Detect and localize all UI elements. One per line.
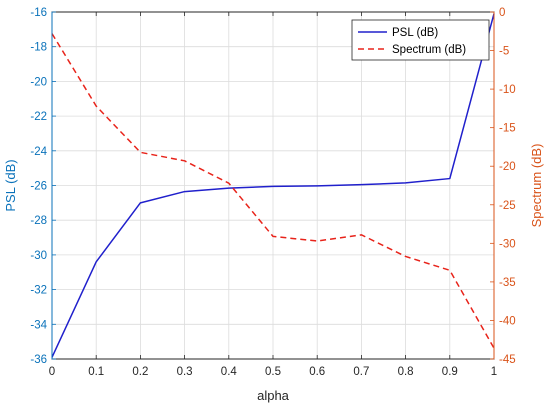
y-left-tick-label: -20 (30, 76, 47, 88)
y-axis-left-label: PSL (dB) (3, 159, 18, 211)
y-right-tick-label: -5 (499, 46, 509, 58)
y-right-tick-label: -30 (499, 238, 516, 250)
y-left-tick-label: -34 (30, 319, 47, 331)
series-line-spectrum (51, 33, 495, 349)
y-right-tick-label: 0 (499, 7, 505, 19)
legend-entry-spectrum: Spectrum (dB) (392, 44, 466, 56)
x-tick-label: 0.9 (442, 366, 458, 378)
y-left-tick-label: -24 (30, 146, 47, 158)
y-right-tick-label: -35 (499, 277, 516, 289)
y-right-tick-label: -25 (499, 200, 516, 212)
y-axis-right-label: Spectrum (dB) (529, 144, 544, 228)
y-right-tick-label: -20 (499, 161, 516, 173)
y-right-tick-label: -45 (499, 354, 516, 366)
grid (52, 12, 494, 359)
legend-box (351, 19, 490, 61)
y-left-tick-label: -16 (30, 7, 47, 19)
y-left-tick-label: -22 (30, 111, 47, 123)
y-left-tick-label: -26 (30, 181, 47, 193)
y-left-tick-label: -30 (30, 250, 47, 262)
x-tick-label: 0.3 (177, 366, 193, 378)
y-left-tick-label: -32 (30, 285, 47, 297)
y-left-tick-label: -36 (30, 354, 47, 366)
x-tick-label: 0.8 (398, 366, 414, 378)
y-right-tick-label: -15 (499, 123, 516, 135)
x-tick-label: 0 (49, 366, 55, 378)
series-layer (51, 13, 495, 358)
y-right-tick-label: -10 (499, 84, 516, 96)
x-tick-label: 0.2 (132, 366, 148, 378)
y-left-tick-label: -28 (30, 215, 47, 227)
legend: PSL (dB) Spectrum (dB) (351, 19, 490, 61)
y-right-tick-label: -40 (499, 315, 516, 327)
legend-entry-psl: PSL (dB) (392, 27, 438, 39)
axes: 0 0.1 0.2 0.3 0.4 0.5 0.6 0.7 0.8 0.9 1 -36 -34 -32 -3… (30, 7, 515, 378)
x-tick-label: 0.4 (221, 366, 238, 378)
x-tick-label: 0.7 (353, 366, 369, 378)
series-line-psl (51, 13, 495, 358)
x-tick-label: 1 (491, 366, 497, 378)
x-axis-label: alpha (257, 388, 290, 403)
y-left-tick-label: -18 (30, 42, 47, 54)
x-tick-label: 0.1 (88, 366, 104, 378)
x-tick-label: 0.6 (309, 366, 325, 378)
x-tick-label: 0.5 (265, 366, 281, 378)
